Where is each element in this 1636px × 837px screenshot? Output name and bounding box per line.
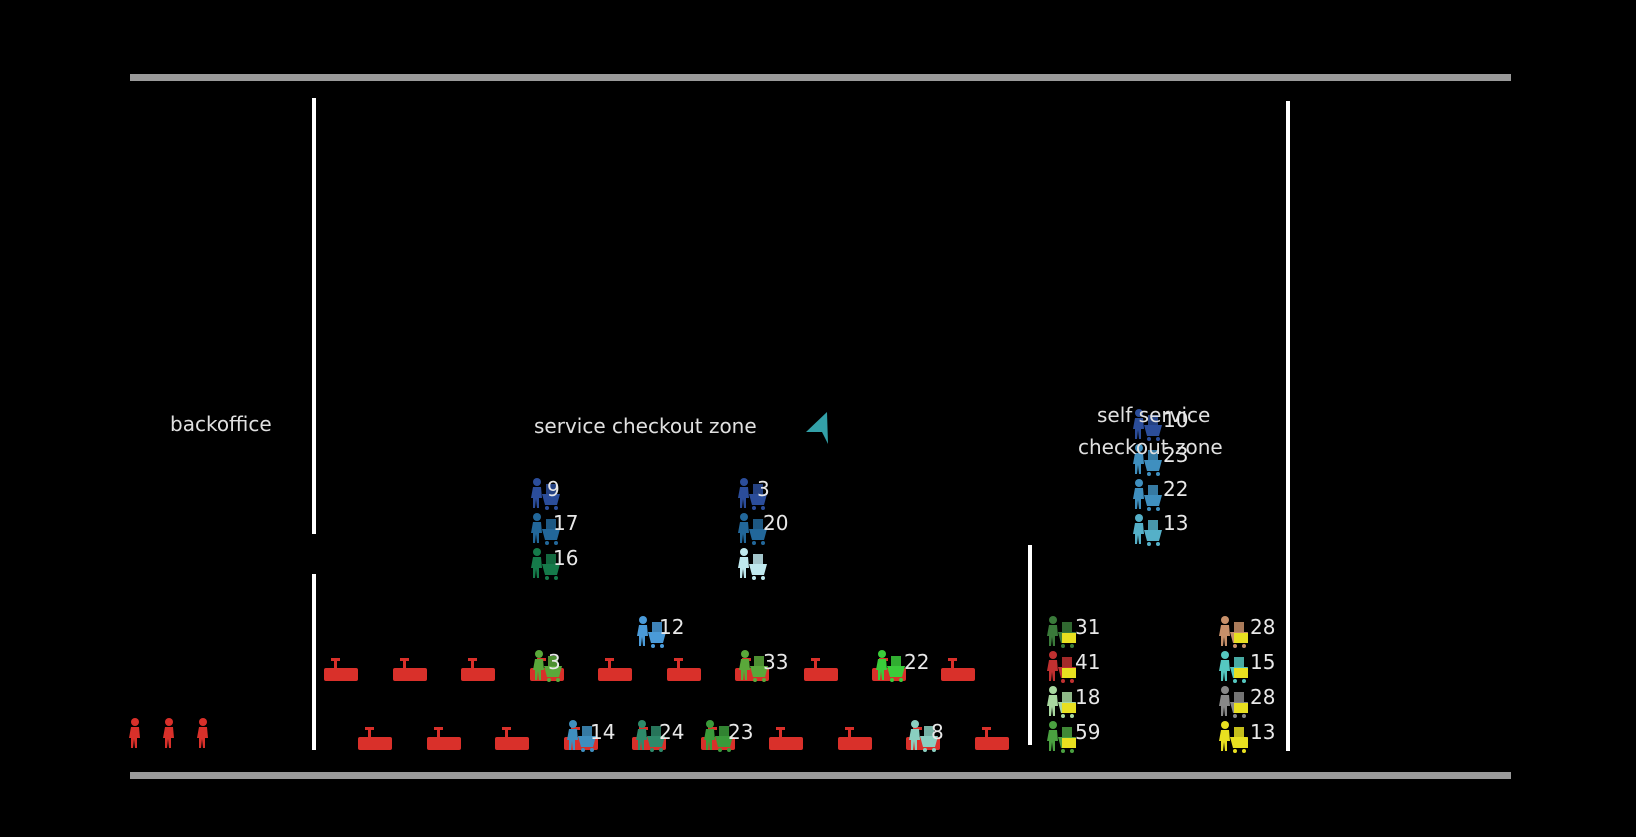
self-queue-shopper-icon xyxy=(1133,409,1162,441)
self-station-count: 31 xyxy=(1075,615,1101,639)
served-count: 12 xyxy=(659,615,685,639)
self-station-count: 18 xyxy=(1075,685,1101,709)
self-station-count: 28 xyxy=(1250,615,1276,639)
served-shopper-icon xyxy=(739,650,768,682)
self-station-count: 59 xyxy=(1075,720,1101,744)
self-queue-count: 23 xyxy=(1163,443,1189,467)
queue-shopper-icon xyxy=(531,513,560,545)
self-checkout-terminal xyxy=(1234,668,1248,678)
lower-lane-shopper-icon xyxy=(909,720,938,752)
self-queue-shopper-icon xyxy=(1133,444,1162,476)
self-checkout-shopper-icon xyxy=(1047,616,1076,648)
walking-shopper-icon xyxy=(637,616,666,648)
self-checkout-terminal xyxy=(1062,633,1076,643)
self-checkout-terminal xyxy=(1062,703,1076,713)
lower-lane-shopper-icon xyxy=(567,720,596,752)
self-checkout-terminal xyxy=(1062,668,1076,678)
checkout-counter xyxy=(941,658,975,681)
self-checkout-shopper-icon xyxy=(1047,721,1076,753)
self-checkout-shopper-icon xyxy=(1047,686,1076,718)
checkout-counter xyxy=(324,658,358,681)
checkout-counter xyxy=(667,658,701,681)
self-service-label-line1: self service xyxy=(1097,403,1211,427)
queue-count: 3 xyxy=(757,477,770,501)
lower-lane-count: 24 xyxy=(659,720,685,744)
right-wall xyxy=(1286,101,1290,751)
self-queue-count: 13 xyxy=(1163,511,1189,535)
queue-shopper-icon xyxy=(531,478,560,510)
lower-lane-count: 8 xyxy=(931,720,944,744)
lower-lane-shopper-icon xyxy=(636,720,665,752)
self-checkout-terminal xyxy=(1062,738,1076,748)
checkout-counter xyxy=(358,727,392,750)
checkout-counter xyxy=(598,658,632,681)
self-service-label-line2: checkout zone xyxy=(1078,435,1223,459)
self-queue-count: 22 xyxy=(1163,477,1189,501)
checkout-counter xyxy=(427,727,461,750)
self-checkout-shopper-icon xyxy=(1219,651,1248,683)
self-station-count: 28 xyxy=(1250,685,1276,709)
backoffice-wall-upper xyxy=(312,98,316,534)
queue-shopper-icon xyxy=(738,478,767,510)
lower-lane-count: 14 xyxy=(590,720,616,744)
self-checkout-shopper-icon xyxy=(1047,651,1076,683)
queue-count: 17 xyxy=(553,511,579,535)
queue-count: 20 xyxy=(763,511,789,535)
queue-count: 9 xyxy=(547,477,560,501)
self-checkout-terminal xyxy=(1234,738,1248,748)
self-queue-shopper-icon xyxy=(1133,479,1162,511)
self-service-divider-wall xyxy=(1028,545,1032,745)
staff-icon xyxy=(129,718,140,748)
self-station-count: 41 xyxy=(1075,650,1101,674)
self-station-count: 13 xyxy=(1250,720,1276,744)
backoffice-wall-lower xyxy=(312,574,316,750)
queue-shopper-icon xyxy=(738,513,767,545)
checkout-counter xyxy=(495,727,529,750)
queue-shopper-icon xyxy=(531,548,560,580)
checkout-counter xyxy=(975,727,1009,750)
self-checkout-shopper-icon xyxy=(1219,686,1248,718)
self-checkout-terminal xyxy=(1234,633,1248,643)
lower-lane-shopper-icon xyxy=(704,720,733,752)
lower-lane-count: 23 xyxy=(728,720,754,744)
self-queue-count: 10 xyxy=(1163,408,1189,432)
served-shopper-icon xyxy=(533,650,562,682)
checkout-counter xyxy=(769,727,803,750)
checkout-counter xyxy=(804,658,838,681)
served-count: 33 xyxy=(763,650,789,674)
self-queue-shopper-icon xyxy=(1133,514,1162,546)
served-count: 22 xyxy=(904,650,930,674)
queue-shopper-icon xyxy=(738,548,767,580)
served-shopper-icon xyxy=(876,650,905,682)
service-checkout-zone-label: service checkout zone xyxy=(534,414,757,438)
self-checkout-shopper-icon xyxy=(1219,721,1248,753)
shoppers xyxy=(129,409,1248,753)
mouse-cursor-icon xyxy=(806,412,828,444)
top-boundary-wall xyxy=(130,74,1511,81)
bottom-boundary-wall xyxy=(130,772,1511,779)
checkout-counter xyxy=(838,727,872,750)
backoffice-label: backoffice xyxy=(170,412,272,436)
self-station-count: 15 xyxy=(1250,650,1276,674)
self-checkout-shopper-icon xyxy=(1219,616,1248,648)
self-checkout-terminal xyxy=(1234,703,1248,713)
checkout-counter xyxy=(393,658,427,681)
staff-icon xyxy=(197,718,208,748)
queue-count: 16 xyxy=(553,546,579,570)
served-count: 3 xyxy=(548,650,561,674)
checkout-counter xyxy=(461,658,495,681)
staff-icon xyxy=(163,718,174,748)
